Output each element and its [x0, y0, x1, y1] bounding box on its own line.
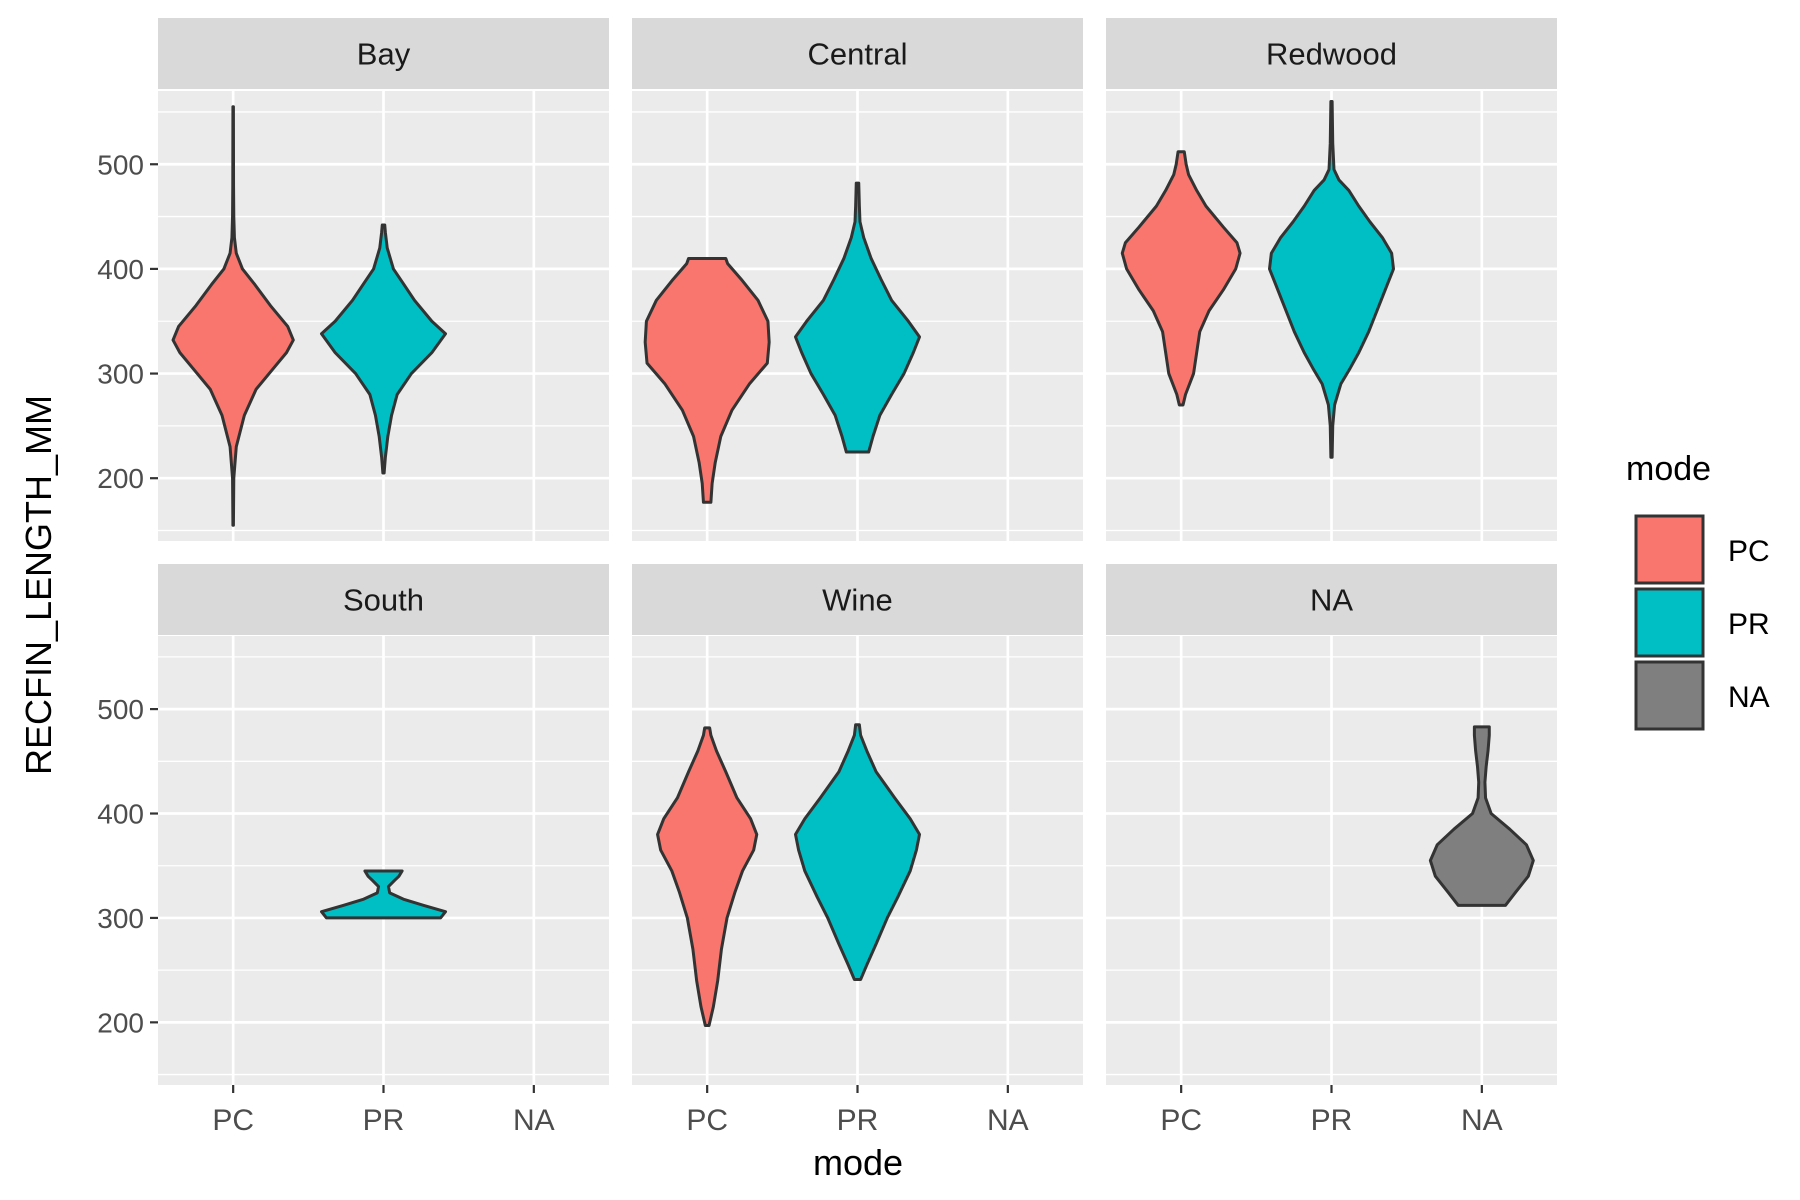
x-tick-label: NA — [1461, 1104, 1503, 1137]
facet-panel-south: South — [158, 564, 609, 1085]
violin-pc — [656, 726, 759, 1027]
x-tick-label: PR — [1311, 1104, 1353, 1137]
legend-key-na — [1634, 660, 1705, 731]
violin-pr — [794, 723, 921, 982]
facet-strip — [1106, 564, 1557, 635]
y-tick-label: 300 — [97, 903, 144, 934]
y-tick-label: 500 — [97, 149, 144, 180]
facet-strip-label: Redwood — [1266, 37, 1397, 72]
legend-label-pr: PR — [1728, 608, 1770, 641]
violin-pr — [320, 869, 447, 920]
y-axes: 200 300 400 500 200 300 400 500 — [97, 149, 158, 1038]
legend-key-pr — [1634, 587, 1705, 658]
violin-pc — [171, 105, 295, 527]
y-axis-title: RECFIN_LENGTH_MM — [18, 395, 59, 775]
violin-na — [1428, 725, 1535, 907]
facet-strip-label: Wine — [822, 583, 893, 618]
legend-title: mode — [1626, 450, 1711, 488]
y-tick-label: 300 — [97, 359, 144, 390]
y-tick-label: 400 — [97, 254, 144, 285]
y-tick-label: 400 — [97, 799, 144, 830]
facet-strip-label: NA — [1310, 583, 1353, 618]
facet-panel-bay: Bay — [158, 18, 609, 541]
legend-label-na: NA — [1728, 681, 1770, 714]
x-axes: PC PR NA PC PR NA PC PR NA — [212, 1085, 1503, 1137]
facet-strip-label: South — [343, 583, 424, 618]
violin-pr — [320, 223, 447, 475]
legend: mode PC PR NA — [1626, 450, 1770, 731]
violin-pc — [643, 256, 771, 504]
x-tick-label: NA — [513, 1104, 555, 1137]
facet-strip-label: Central — [808, 37, 908, 72]
y-tick-label: 200 — [97, 463, 144, 494]
facet-panels: Bay Central Redwood South Wine NA — [158, 18, 1557, 1085]
facet-strip — [1106, 18, 1557, 89]
x-tick-label: PC — [686, 1104, 728, 1137]
x-axis-title: mode — [813, 1142, 903, 1183]
x-tick-label: PR — [363, 1104, 405, 1137]
x-tick-label: PR — [837, 1104, 879, 1137]
violin-pc — [1120, 150, 1242, 407]
x-tick-label: NA — [987, 1104, 1029, 1137]
legend-label-pc: PC — [1728, 535, 1770, 568]
facet-strip-label: Bay — [357, 37, 411, 72]
facet-panel-redwood: Redwood — [1106, 18, 1557, 541]
facet-strip — [632, 564, 1083, 635]
y-tick-label: 500 — [97, 694, 144, 725]
facet-panel-na: NA — [1106, 564, 1557, 1085]
facet-panel-wine: Wine — [632, 564, 1083, 1085]
facet-strip — [632, 18, 1083, 89]
x-tick-label: PC — [1160, 1104, 1202, 1137]
y-tick-label: 200 — [97, 1007, 144, 1038]
violin-pr — [794, 181, 921, 454]
legend-key-pc — [1634, 514, 1705, 585]
x-tick-label: PC — [212, 1104, 254, 1137]
facet-strip — [158, 18, 609, 89]
violin-pr — [1268, 99, 1395, 459]
facet-panel-central: Central — [632, 18, 1083, 541]
facet-strip — [158, 564, 609, 635]
